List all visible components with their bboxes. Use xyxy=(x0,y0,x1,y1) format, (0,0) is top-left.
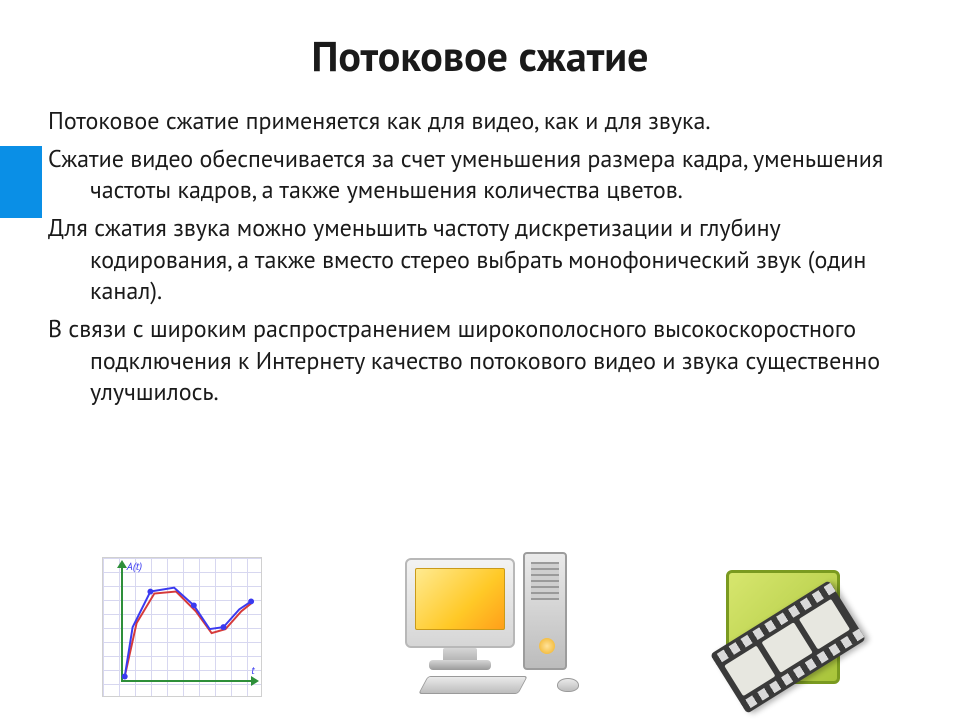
curve-blue xyxy=(124,588,250,677)
monitor-base xyxy=(429,660,491,670)
images-row: A(t) t xyxy=(0,552,960,702)
pc-tower-icon xyxy=(523,552,567,670)
chart-curves xyxy=(103,558,261,696)
film-frame xyxy=(799,599,850,650)
mouse-icon xyxy=(557,678,579,692)
film-clip-icon xyxy=(708,552,858,702)
slide-title: Потоковое сжатие xyxy=(48,28,912,83)
body-text: Потоковое сжатие применяется как для вид… xyxy=(48,105,912,408)
paragraph-4: В связи с широким распространением широк… xyxy=(48,313,912,408)
accent-block xyxy=(0,146,42,218)
keyboard-icon xyxy=(418,676,528,694)
monitor-icon xyxy=(405,558,515,648)
slide-content: Потоковое сжатие Потоковое сжатие примен… xyxy=(0,0,960,408)
paragraph-3: Для сжатия звука можно уменьшить частоту… xyxy=(48,212,912,307)
paragraph-2: Сжатие видео обеспечивается за счет умен… xyxy=(48,143,912,206)
desktop-computer-icon xyxy=(385,552,585,702)
waveform-chart-icon: A(t) t xyxy=(102,557,262,697)
monitor-screen xyxy=(415,568,505,630)
paragraph-1: Потоковое сжатие применяется как для вид… xyxy=(48,105,912,137)
